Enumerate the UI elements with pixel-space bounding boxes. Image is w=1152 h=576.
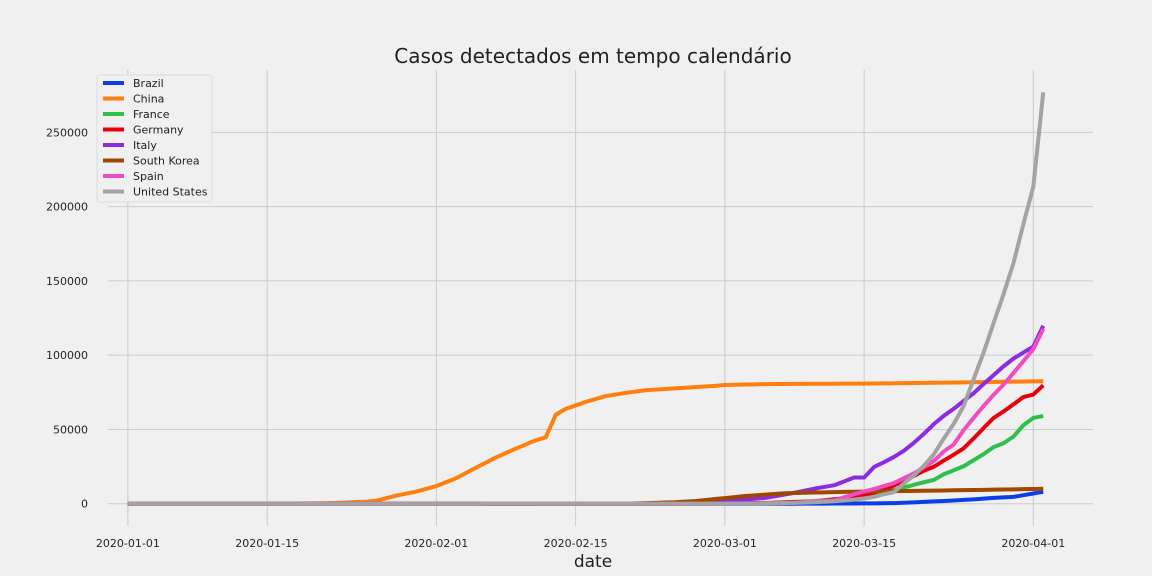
legend-label: Italy <box>133 139 157 152</box>
x-tick-label: 2020-03-15 <box>832 537 896 550</box>
x-tick-label: 2020-02-01 <box>404 537 468 550</box>
y-axis-ticks: 0 50000 100000 150000 200000 250000 <box>46 126 88 510</box>
plot-area <box>108 70 1093 526</box>
legend-label: Germany <box>133 124 184 137</box>
grid <box>108 70 1093 526</box>
y-tick-label: 50000 <box>53 423 88 436</box>
legend-label: South Korea <box>133 155 200 168</box>
legend-label: United States <box>133 186 208 199</box>
series-lines <box>127 92 1046 506</box>
y-tick-label: 200000 <box>46 201 88 214</box>
x-tick-label: 2020-01-15 <box>235 537 299 550</box>
x-tick-label: 2020-03-01 <box>693 537 757 550</box>
legend-label: China <box>133 93 164 106</box>
legend-label: Brazil <box>133 77 164 90</box>
x-axis-label: date <box>574 552 612 572</box>
x-axis-ticks: 2020-01-01 2020-01-15 2020-02-01 2020-02-15… <box>96 537 1065 550</box>
y-tick-label: 0 <box>81 498 88 511</box>
x-tick-label: 2020-01-01 <box>96 537 160 550</box>
chart-title: Casos detectados em tempo calendário <box>394 44 791 68</box>
series-line-united-states <box>127 92 1046 506</box>
legend-box <box>96 74 213 203</box>
legend-label: Spain <box>133 170 164 183</box>
x-tick-label: 2020-02-15 <box>544 537 608 550</box>
y-tick-label: 100000 <box>46 349 88 362</box>
legend: Brazil China France Germany Italy South Korea… <box>96 74 213 203</box>
legend-label: France <box>133 108 170 121</box>
x-tick-label: 2020-04-01 <box>1001 537 1065 550</box>
y-tick-label: 250000 <box>46 126 88 139</box>
y-tick-label: 150000 <box>46 275 88 288</box>
